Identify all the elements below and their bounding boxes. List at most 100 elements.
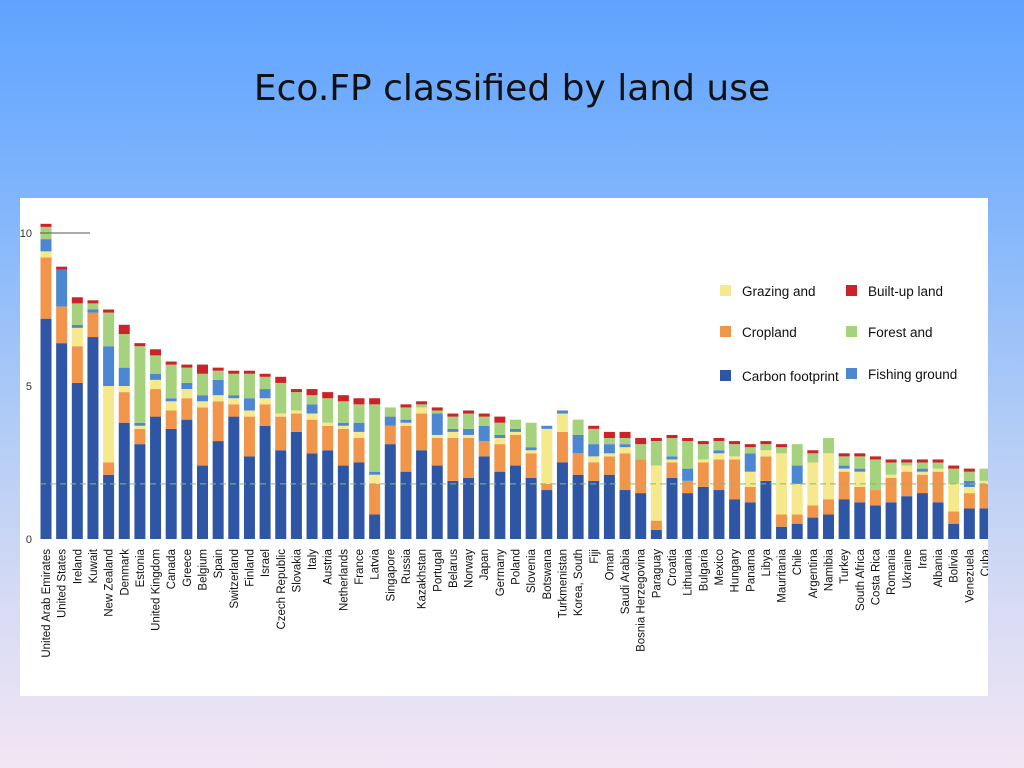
bar-segment-grazing: [243, 410, 255, 417]
bar-segment-fishing: [384, 416, 396, 426]
bar-segment-carbon: [322, 450, 334, 539]
bar-segment-fishing: [259, 389, 271, 399]
bar-segment-forest: [776, 447, 788, 454]
legend-label: Fishing ground: [868, 367, 957, 382]
bar-segment-cropland: [948, 511, 960, 524]
bar-segment-builtup: [353, 398, 365, 405]
bar-segment-forest: [823, 438, 834, 454]
bar-segment-carbon: [118, 422, 130, 539]
bar-segment-carbon: [541, 490, 553, 539]
bar-segment-cropland: [510, 434, 521, 466]
bar-segment-builtup: [243, 370, 255, 374]
bar-segment-fishing: [400, 419, 412, 423]
bar-segment-carbon: [682, 493, 694, 539]
bar-segment-forest: [619, 438, 631, 445]
legend-swatch-grazing: [720, 285, 731, 296]
bar-segment-cropland: [697, 462, 709, 487]
bar-segment-builtup: [619, 431, 631, 439]
x-tick-label: Singapore: [385, 549, 397, 601]
bar-segment-forest: [197, 373, 208, 396]
bar-segment-grazing: [650, 465, 662, 521]
bar-segment-cropland: [713, 459, 725, 491]
bar-segment-grazing: [525, 450, 537, 454]
bar-segment-grazing: [369, 474, 381, 484]
bar-segment-cropland: [400, 425, 412, 472]
bar-segment-fishing: [353, 422, 365, 432]
bar-segment-builtup: [588, 425, 600, 429]
bar-segment-grazing: [979, 480, 988, 484]
bar-segment-grazing: [603, 453, 615, 457]
x-tick-label: Iran: [917, 549, 929, 569]
chart-panel: 0 5 10 United Arab Emirates United States Ire…: [20, 198, 988, 696]
bar-segment-carbon: [353, 462, 365, 539]
legend-swatch-forest: [846, 326, 857, 337]
x-tick-label: Namibia: [824, 548, 836, 591]
bar-segment-builtup: [322, 392, 334, 399]
bar-segment-builtup: [729, 441, 741, 445]
bar-segment-carbon: [948, 523, 960, 539]
bar-segment-forest: [807, 453, 819, 463]
bar-segment-forest: [369, 404, 381, 472]
bar-segment-fishing: [181, 382, 193, 390]
bar-segment-fishing: [838, 465, 850, 469]
x-tick-label: Argentina: [808, 548, 820, 598]
bar-segment-carbon: [71, 382, 83, 539]
bar-segment-forest: [431, 410, 443, 414]
bar-segment-forest: [588, 428, 600, 445]
bar-segment-carbon: [463, 477, 475, 539]
bar-segment-carbon: [854, 502, 866, 539]
slide-title: Eco.FP classified by land use: [253, 68, 771, 109]
bar-segment-forest: [243, 373, 255, 399]
x-tick-label: United Arab Emirates: [41, 549, 53, 658]
bar-segment-builtup: [447, 413, 459, 417]
bar-segment-forest: [525, 422, 537, 448]
bar-segment-carbon: [416, 450, 428, 539]
x-tick-label: Latvia: [370, 548, 382, 579]
bar-segment-cropland: [463, 438, 475, 478]
bar-segment-builtup: [290, 389, 302, 393]
bar-segment-grazing: [150, 379, 162, 390]
bar-segment-grazing: [619, 447, 631, 454]
bar-segment-forest: [353, 404, 365, 423]
bar-segment-builtup: [275, 376, 287, 383]
legend-label: Carbon footprint: [742, 369, 839, 384]
bar-segment-grazing: [901, 465, 913, 472]
bar-segment-cropland: [541, 483, 553, 491]
x-tick-label: Russia: [401, 548, 413, 584]
bar-segment-forest: [275, 382, 287, 414]
legend-label: Cropland: [742, 325, 797, 340]
bar-segment-carbon: [713, 490, 725, 539]
bar-segment-cropland: [259, 404, 271, 426]
bar-segment-builtup: [87, 300, 99, 304]
bar-segment-carbon: [510, 465, 521, 539]
bar-segment-grazing: [463, 434, 475, 439]
bar-segment-forest: [384, 407, 396, 417]
bar-segment-carbon: [275, 450, 287, 539]
bar-segment-cropland: [823, 499, 834, 515]
bar-segment-forest: [400, 407, 412, 420]
bar-segment-grazing: [510, 431, 521, 435]
bar-segment-cropland: [603, 456, 615, 475]
x-tick-label: New Zealand: [104, 549, 116, 617]
x-tick-label: France: [354, 549, 366, 585]
bar-segment-builtup: [181, 364, 193, 368]
bar-segment-forest: [87, 303, 99, 310]
bar-segment-fishing: [963, 480, 975, 487]
bar-segment-forest: [463, 413, 475, 429]
bar-segment-forest: [603, 438, 615, 445]
bar-segment-builtup: [744, 444, 756, 448]
bar-segment-fishing: [603, 444, 615, 454]
bar-segment-grazing: [948, 483, 960, 512]
bar-segment-fishing: [556, 410, 568, 414]
bar-segment-fishing: [494, 434, 506, 439]
bar-segment-carbon: [760, 480, 772, 539]
bar-segment-grazing: [854, 471, 866, 487]
bar-segment-carbon: [369, 514, 381, 539]
bar-segment-grazing: [760, 450, 772, 457]
bar-segment-carbon: [885, 502, 897, 539]
bar-segment-cropland: [650, 520, 662, 530]
bar-segment-carbon: [838, 499, 850, 539]
bar-segment-fishing: [447, 428, 459, 432]
bar-segment-grazing: [838, 468, 850, 472]
bar-segment-grazing: [40, 251, 52, 258]
